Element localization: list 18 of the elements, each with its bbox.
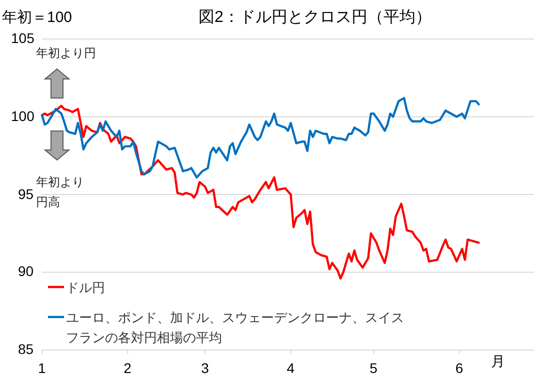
annotation: 年初より円高 [36, 174, 85, 211]
y-tick-label: 90 [18, 263, 34, 281]
x-tick-label: 2 [124, 360, 132, 378]
x-tick-label: 5 [370, 360, 378, 378]
y-tick-label: 100 [11, 108, 34, 126]
x-tick-label: 3 [201, 360, 209, 378]
x-tick-label: 6 [455, 360, 464, 378]
legend-label: ユーロ、ポンド、加ドル、スウェーデンクローナ、スイスフランの各対円相場の平均 [66, 309, 405, 347]
y-tick-label: 105 [11, 30, 34, 48]
x-axis-title: 月 [491, 353, 505, 370]
y-axis-title: 年初＝100 [2, 8, 72, 28]
annotation: 年初より円 [36, 46, 96, 61]
x-tick-label: 4 [286, 360, 295, 378]
y-tick-label: 85 [18, 341, 34, 358]
chart-title: 図2：ドル円とクロス円（平均） [198, 8, 432, 28]
y-tick-label: 95 [18, 186, 34, 203]
legend-label: ドル円 [66, 279, 106, 297]
x-tick-label: 1 [38, 360, 46, 378]
